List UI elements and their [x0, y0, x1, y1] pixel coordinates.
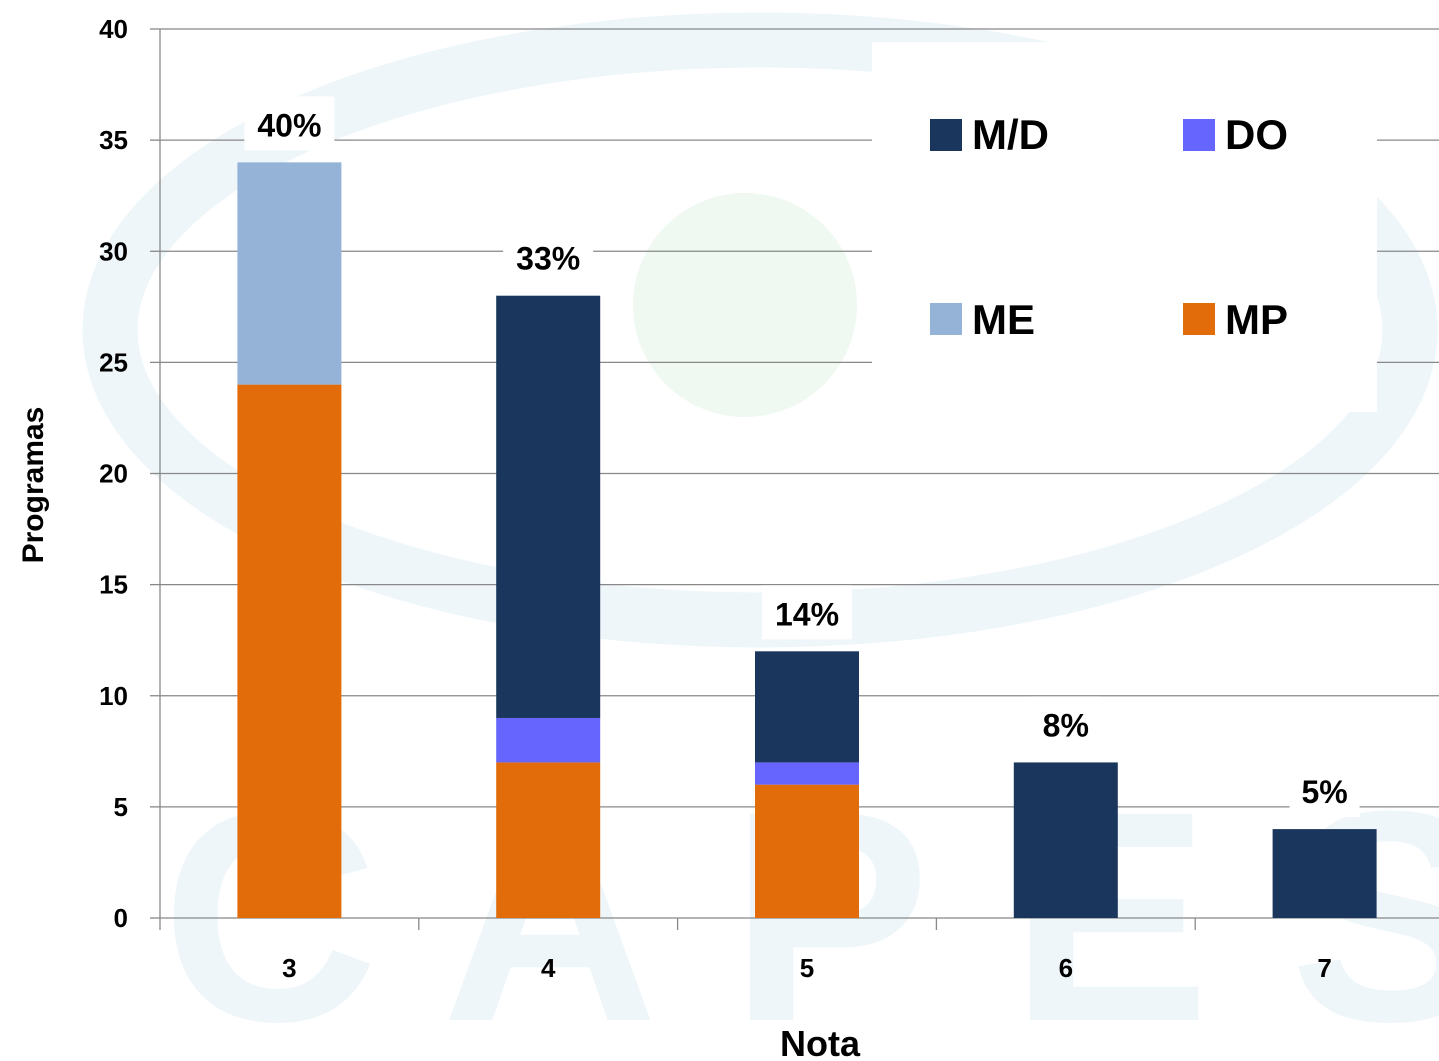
bar-segment-m-d — [755, 651, 859, 763]
bar-segment-m-d — [1013, 762, 1118, 918]
x-axis-title: Nota — [780, 1023, 861, 1061]
legend-swatch-m-d — [930, 119, 962, 151]
bar-segment-do — [755, 762, 859, 785]
x-tick-label: 6 — [1059, 953, 1073, 983]
y-tick-label: 0 — [114, 903, 128, 933]
legend-swatch-do — [1183, 119, 1215, 151]
data-label: 5% — [1301, 774, 1347, 810]
x-tick-label: 4 — [541, 953, 556, 983]
bar-segment-m-d — [1272, 829, 1377, 918]
legend-label-do: DO — [1225, 111, 1288, 158]
data-label: 33% — [516, 241, 580, 277]
x-tick-label: 7 — [1317, 953, 1331, 983]
legend-swatch-mp — [1183, 303, 1215, 335]
data-label-background — [1289, 763, 1360, 818]
bar-segment-mp — [237, 384, 342, 919]
legend-label-m-d: M/D — [972, 111, 1049, 158]
bar-segment-me — [237, 162, 342, 385]
legend-background — [872, 42, 1377, 412]
bar-segment-do — [496, 717, 601, 763]
y-axis-title: Programas — [17, 407, 50, 564]
y-tick-label: 15 — [99, 570, 128, 600]
x-tick-label: 5 — [800, 953, 814, 983]
legend-swatch-me — [930, 303, 962, 335]
y-tick-label: 30 — [99, 236, 128, 266]
y-tick-label: 5 — [114, 792, 128, 822]
legend: M/D DO ME MP — [872, 42, 1377, 412]
y-tick-label: 25 — [99, 347, 128, 377]
bar-segment-m-d — [496, 295, 601, 718]
data-label-background — [1030, 696, 1101, 751]
y-tick-label: 10 — [99, 681, 128, 711]
data-label: 8% — [1043, 707, 1089, 743]
bar-segment-mp — [496, 762, 601, 918]
data-label-background — [503, 229, 594, 284]
axes: 0 5 10 15 20 25 30 35 40 3 4 5 6 7 — [99, 14, 1439, 983]
legend-label-me: ME — [972, 296, 1035, 343]
data-label: 40% — [257, 107, 321, 143]
data-label-background — [244, 96, 335, 151]
bar-segment-mp — [755, 784, 859, 918]
bars — [237, 162, 1377, 919]
y-tick-label: 35 — [99, 125, 128, 155]
data-label-background — [762, 585, 852, 640]
legend-label-mp: MP — [1225, 296, 1288, 343]
x-tick-label: 3 — [282, 953, 296, 983]
data-labels: 40% 33% 14% 8% 5% — [244, 96, 1360, 818]
data-label: 14% — [775, 596, 839, 632]
y-tick-label: 20 — [99, 459, 128, 489]
y-tick-label: 40 — [99, 14, 128, 44]
